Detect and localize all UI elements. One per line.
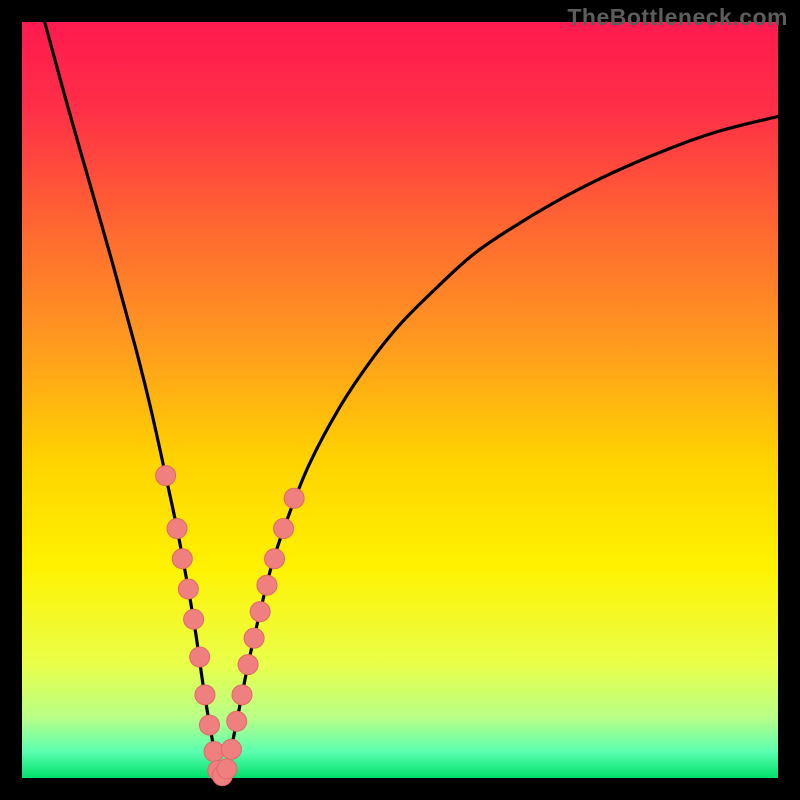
data-marker <box>199 715 219 735</box>
data-marker <box>195 685 215 705</box>
data-marker <box>204 742 224 762</box>
watermark-text: TheBottleneck.com <box>567 4 788 31</box>
data-marker <box>238 655 258 675</box>
bottleneck-curve-chart <box>0 0 800 800</box>
data-marker <box>190 647 210 667</box>
data-marker <box>227 711 247 731</box>
data-marker <box>265 549 285 569</box>
data-marker <box>156 466 176 486</box>
data-marker <box>244 628 264 648</box>
data-marker <box>250 602 270 622</box>
data-marker <box>178 579 198 599</box>
data-marker <box>232 685 252 705</box>
chart-container: TheBottleneck.com <box>0 0 800 800</box>
data-marker <box>184 609 204 629</box>
data-marker <box>217 759 237 779</box>
data-marker <box>274 519 294 539</box>
data-marker <box>257 575 277 595</box>
data-marker <box>221 739 241 759</box>
data-marker <box>284 488 304 508</box>
plot-background <box>22 22 778 778</box>
data-marker <box>167 519 187 539</box>
data-marker <box>172 549 192 569</box>
